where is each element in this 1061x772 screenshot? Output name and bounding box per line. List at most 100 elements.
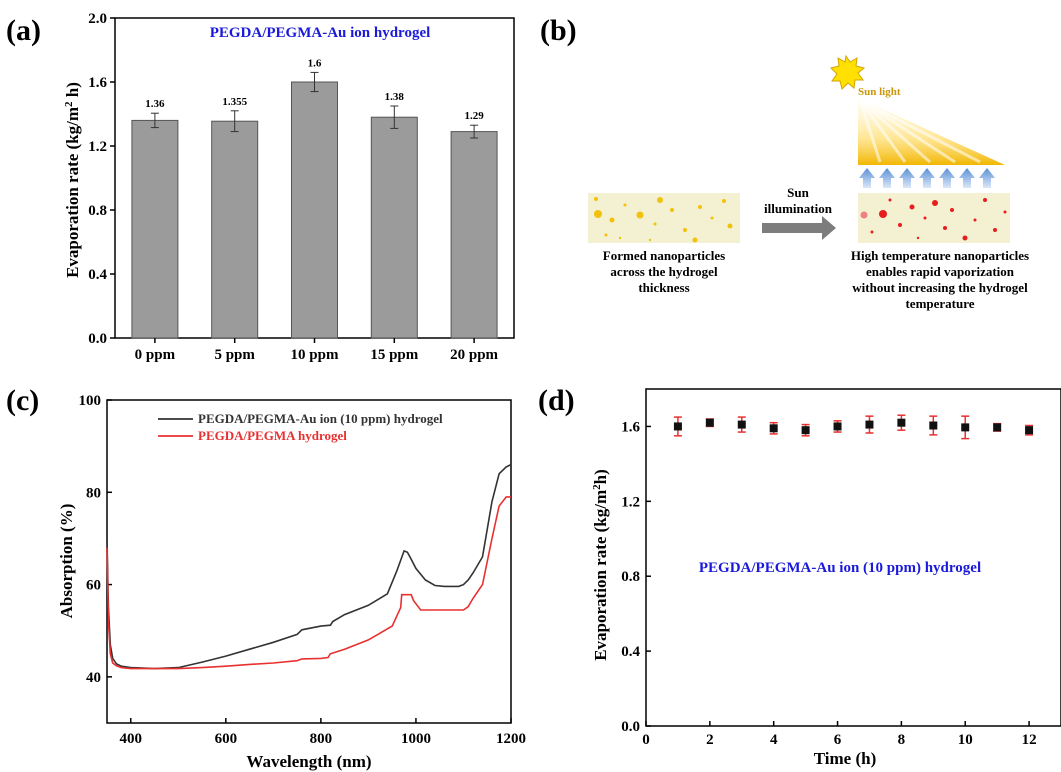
data-point xyxy=(1025,426,1034,435)
y-tick-label: 1.2 xyxy=(621,494,640,510)
sun-light-label: Sun light xyxy=(858,86,901,98)
x-tick-label: 0 xyxy=(642,732,650,748)
panel-d-y-title: Evaporation rate (kg/m2h) xyxy=(591,469,610,661)
vapor-arrow-icon xyxy=(979,168,995,188)
x-tick-label: 2 xyxy=(706,732,714,748)
bar xyxy=(370,116,418,339)
data-point xyxy=(801,426,810,435)
x-tick-label: 8 xyxy=(898,732,906,748)
data-point xyxy=(897,418,906,427)
bar xyxy=(450,131,498,339)
right-caption-line3: without increasing the hydrogel xyxy=(852,280,1028,295)
data-label: 1.36 xyxy=(145,98,165,110)
panel-a-title: PEGDA/PEGMA-Au ion hydrogel xyxy=(210,25,431,41)
sunlight-beam xyxy=(858,98,1005,165)
y-tick-label: 80 xyxy=(86,485,101,501)
sun-icon xyxy=(830,54,866,90)
x-tick-label: 1200 xyxy=(496,731,526,747)
data-point xyxy=(737,420,746,429)
panel-a-y-axis: 0.0 0.4 0.8 1.2 1.6 2.0 xyxy=(88,11,115,347)
vapor-arrow-icon xyxy=(919,168,935,188)
x-tick-label: 12 xyxy=(1022,732,1037,748)
bar xyxy=(131,119,179,339)
panel-a-y-title: Evaporation rate (kg/m2 h) xyxy=(63,82,82,278)
vapor-arrow-icon xyxy=(899,168,915,188)
left-caption-line3: thickness xyxy=(638,280,689,295)
y-tick-label: 0.8 xyxy=(88,203,107,219)
y-tick-label: 1.6 xyxy=(88,75,107,91)
data-point xyxy=(673,422,682,431)
right-caption-line2: enables rapid vaporization xyxy=(866,264,1015,279)
data-point xyxy=(865,420,874,429)
vapor-arrow-icon xyxy=(959,168,975,188)
bar xyxy=(291,81,338,339)
data-point xyxy=(833,422,842,431)
panel-d-label: (d) xyxy=(538,384,575,417)
data-label: 1.29 xyxy=(464,110,484,122)
panel-d-y-title-main: Evaporation rate (kg/m xyxy=(591,490,610,661)
panel-c-axes: 400 600 800 1000 1200 40 60 80 100 xyxy=(79,393,527,747)
y-tick-label: 1.2 xyxy=(88,139,107,155)
series-line xyxy=(106,496,511,670)
vapor-arrow-icon xyxy=(939,168,955,188)
panel-c-y-title: Absorption (%) xyxy=(57,504,76,619)
data-label: 1.355 xyxy=(222,96,247,108)
y-tick-label: 60 xyxy=(86,578,101,594)
panel-d-y-title-sup: 2 xyxy=(591,484,603,490)
data-point xyxy=(929,421,938,430)
sunlight-rays xyxy=(858,98,981,164)
vapor-arrows xyxy=(859,168,995,188)
y-tick-label: 2.0 xyxy=(88,11,107,27)
x-tick-label: 800 xyxy=(310,731,333,747)
data-label: 1.38 xyxy=(385,91,405,103)
data-label: 1.6 xyxy=(308,57,322,69)
x-tick-label: 5 ppm xyxy=(214,347,255,363)
y-tick-label: 40 xyxy=(86,670,101,686)
left-caption-line1: Formed nanoparticles xyxy=(603,248,725,263)
panel-a: (a) 0.00.40.81.21.62.0 1.36 1.3551.61.381… xyxy=(6,11,515,363)
x-tick-label: 15 ppm xyxy=(370,347,418,363)
legend-label: PEGDA/PEGMA hydrogel xyxy=(198,428,347,443)
y-tick-label: 100 xyxy=(79,393,102,409)
arrow-label-line1: Sun xyxy=(787,185,809,200)
panel-c-x-title: Wavelength (nm) xyxy=(246,752,371,771)
x-tick-label: 4 xyxy=(770,732,778,748)
x-tick-label: 10 ppm xyxy=(291,347,339,363)
panel-d-axes: 0 2 4 6 8 10 12 0.0 0.4 0.8 1.2 1.6 xyxy=(621,419,1036,748)
series-line xyxy=(106,463,512,670)
panel-c-plot-frame xyxy=(106,399,512,724)
y-tick-label: 0.0 xyxy=(88,331,107,347)
panel-b: (b) Sun light xyxy=(540,14,1029,311)
panel-d: (d) 0 2 4 6 8 10 12 0.0 0.4 0.8 1.2 1.6 PEGDA/PEGMA… xyxy=(538,384,1061,768)
panel-a-bars: 1.36 1.355 1.6 1.38 1.29 xyxy=(131,57,498,339)
data-point xyxy=(961,423,970,432)
panel-b-label: (b) xyxy=(540,14,577,47)
panel-d-x-title: Time (h) xyxy=(814,749,877,768)
y-tick-label: 0.4 xyxy=(621,644,640,660)
right-caption-line1: High temperature nanoparticles xyxy=(851,248,1029,263)
bar xyxy=(211,120,259,339)
x-tick-label: 20 ppm xyxy=(450,347,498,363)
hot-nanoparticles xyxy=(860,198,1007,241)
panel-a-y-title-sup: 2 xyxy=(63,101,75,107)
data-point xyxy=(705,418,714,427)
panel-c-label: (c) xyxy=(6,384,39,417)
x-tick-label: 400 xyxy=(120,731,143,747)
x-tick-label: 600 xyxy=(215,731,238,747)
process-arrow xyxy=(762,216,836,240)
panel-d-annotation: PEGDA/PEGMA-Au ion (10 ppm) hydrogel xyxy=(699,560,981,576)
panel-d-y-title-end: h) xyxy=(591,469,610,484)
panel-d-points xyxy=(673,414,1034,440)
y-tick-label: 0.4 xyxy=(88,267,107,283)
panel-d-plot-frame xyxy=(645,388,1061,727)
panel-a-label: (a) xyxy=(6,14,41,47)
data-point xyxy=(769,424,778,433)
x-tick-label: 1000 xyxy=(401,731,431,747)
left-caption-line2: across the hydrogel xyxy=(610,264,718,279)
y-tick-label: 1.6 xyxy=(621,419,640,435)
y-tick-label: 0.0 xyxy=(621,719,640,735)
panel-c-lines xyxy=(106,463,512,670)
panel-c: (c) 400 600 800 1000 1200 40 60 80 100 PEGDA/PEG… xyxy=(6,384,526,771)
panel-c-legend: PEGDA/PEGMA-Au ion (10 ppm) hydrogel PEGD… xyxy=(158,411,443,443)
x-tick-label: 0 ppm xyxy=(135,347,176,363)
